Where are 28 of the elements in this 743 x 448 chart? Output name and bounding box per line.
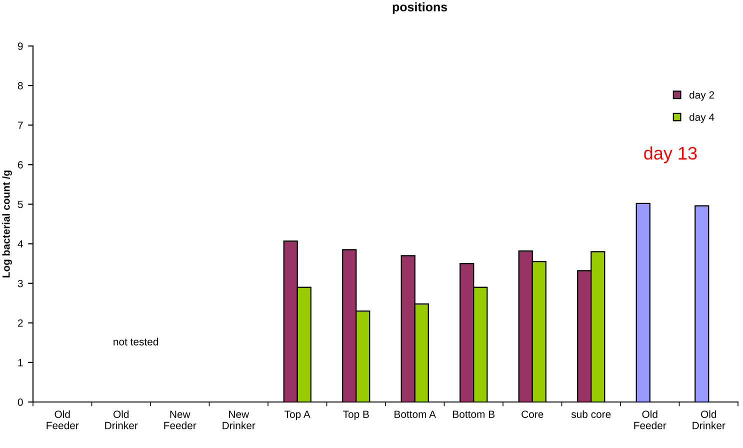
legend-label: day 2 — [689, 90, 714, 101]
y-tick-label: 5 — [18, 200, 23, 208]
x-tick-label: Old Feeder — [634, 410, 666, 430]
y-tick-label: 7 — [18, 122, 23, 129]
legend-label: day 4 — [689, 113, 714, 123]
x-tick-label: Core — [522, 410, 544, 418]
y-tick-label: 6 — [18, 161, 23, 169]
y-tick-label: 2 — [18, 319, 23, 327]
y-tick-label: 1 — [18, 359, 23, 366]
x-tick-label: Bottom B — [453, 410, 494, 418]
x-tick-label: New Feeder — [164, 410, 196, 430]
x-tick-label: Bottom A — [394, 410, 436, 418]
y-tick-label: 0 — [18, 398, 23, 406]
x-tick-label: Old Feeder — [46, 410, 79, 430]
y-tick-label: 4 — [18, 240, 23, 248]
y-tick-label: 3 — [18, 280, 23, 288]
chart-title: positions — [392, 2, 448, 14]
x-tick-label: sub core — [571, 410, 611, 418]
x-tick-label: Top B — [343, 410, 369, 420]
x-tick-label: Top A — [284, 410, 310, 420]
y-tick-label: 9 — [18, 42, 23, 50]
annotation: not tested — [114, 338, 158, 346]
x-tick-label: New Drinker — [222, 410, 256, 430]
y-tick-label: 8 — [18, 82, 23, 90]
x-tick-label: Old Drinker — [105, 410, 138, 430]
x-tick-label: Old Drinker — [692, 410, 726, 430]
annotation: day 13 — [644, 146, 697, 164]
y-axis-title: Log bacterial count /g — [2, 170, 12, 278]
